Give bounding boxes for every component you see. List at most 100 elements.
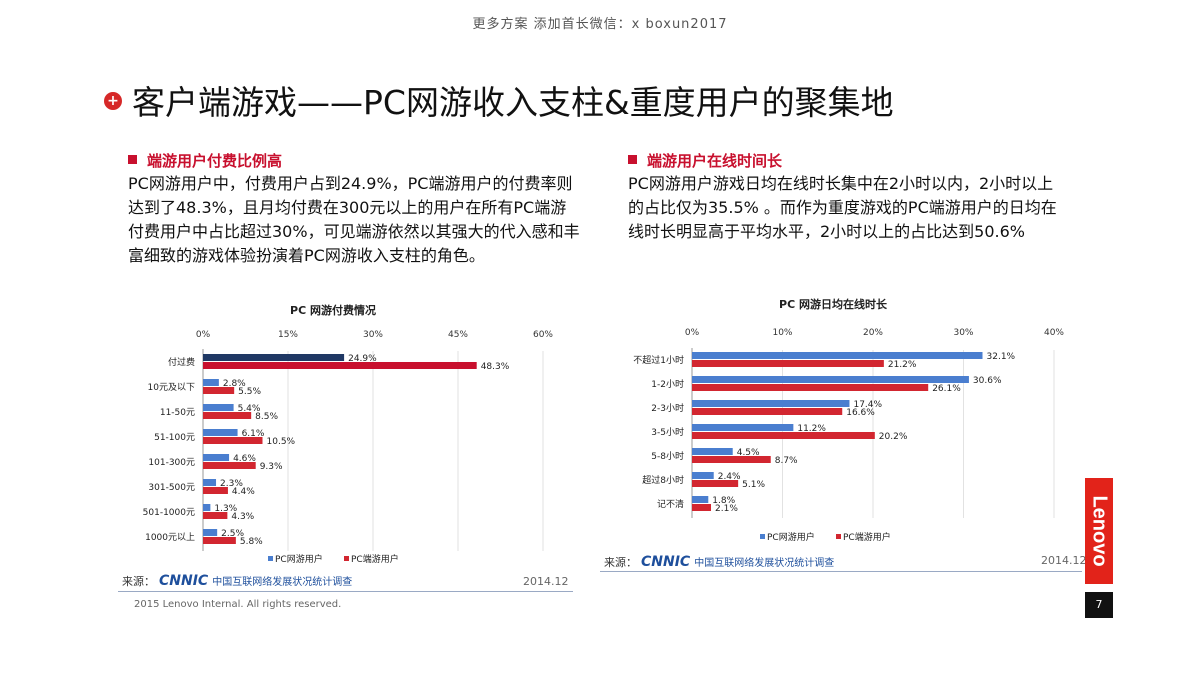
bar-pc-online (203, 454, 230, 461)
square-bullet-icon (128, 155, 137, 164)
data-label: 17.4% (853, 400, 882, 410)
data-label: 5.8% (240, 537, 263, 547)
legend-swatch (760, 534, 765, 539)
x-tick-label: 45% (448, 330, 468, 340)
bar-pc-client (692, 384, 929, 391)
legend-swatch (836, 534, 841, 539)
data-label: 4.5% (737, 448, 760, 458)
bar-pc-client (203, 387, 235, 394)
data-label: 24.9% (348, 354, 377, 364)
data-label: 32.1% (987, 352, 1016, 362)
data-label: 1.8% (712, 496, 735, 506)
page-number: 7 (1085, 592, 1113, 618)
bar-pc-client (692, 480, 739, 487)
x-tick-label: 60% (533, 330, 553, 340)
x-tick-label: 30% (363, 330, 383, 340)
legend-label: PC网游用户 (767, 531, 815, 543)
bar-pc-online (692, 448, 733, 455)
bar-pc-online (692, 376, 969, 383)
legend-label: PC网游用户 (275, 553, 323, 565)
category-label: 不超过1小时 (633, 354, 684, 366)
bar-pc-online (692, 352, 983, 359)
data-label: 4.4% (232, 487, 255, 497)
data-label: 5.5% (238, 387, 261, 397)
left-source-divider (118, 591, 573, 592)
data-label: 5.4% (238, 404, 261, 414)
x-tick-label: 0% (685, 328, 700, 338)
data-label: 11.2% (797, 424, 826, 434)
category-label: 付过费 (168, 356, 195, 368)
right-paragraph: PC网游用户游戏日均在线时长集中在2小时以内，2小时以上的占比仅为35.5% 。… (628, 174, 1057, 241)
data-label: 26.1% (932, 384, 961, 394)
data-label: 2.8% (223, 379, 246, 389)
cnnic-logo: CNNIC (159, 573, 209, 589)
data-label: 16.6% (846, 408, 875, 418)
data-label: 1.3% (214, 504, 237, 514)
data-label: 9.3% (260, 462, 283, 472)
data-label: 21.2% (888, 360, 917, 370)
data-label: 2.1% (715, 504, 738, 514)
bar-pc-online (203, 404, 234, 411)
left-source-date: 2014.12 (523, 575, 569, 588)
bar-pc-client (203, 412, 252, 419)
legend-label: PC端游用户 (843, 531, 891, 543)
category-label: 超过8小时 (642, 474, 684, 486)
category-label: 5-8小时 (651, 450, 684, 462)
data-label: 30.6% (973, 376, 1002, 386)
data-label: 10.5% (267, 437, 296, 447)
x-tick-label: 40% (1044, 328, 1064, 338)
category-label: 记不清 (657, 498, 684, 510)
data-label: 48.3% (481, 362, 510, 372)
category-label: 1000元以上 (145, 532, 195, 543)
x-tick-label: 15% (278, 330, 298, 340)
source-label: 来源： (604, 556, 637, 569)
brand-text: Lenovo (1088, 495, 1111, 567)
left-source: 来源： CNNIC 中国互联网络发展状况统计调查 (122, 573, 352, 589)
data-label: 2.5% (221, 529, 244, 539)
left-heading-text: 端游用户付费比例高 (147, 152, 283, 170)
bar-pc-client (692, 432, 875, 439)
category-label: 1-2小时 (651, 378, 684, 390)
bar-pc-online (692, 496, 709, 503)
chart-title: PC 网游付费情况 (290, 303, 376, 317)
bar-pc-online (203, 479, 217, 486)
category-label: 101-300元 (148, 458, 195, 468)
data-label: 2.4% (718, 472, 741, 482)
x-tick-label: 30% (953, 328, 973, 338)
legend-swatch (344, 556, 349, 561)
bar-pc-online (692, 400, 850, 407)
bar-pc-client (203, 487, 228, 494)
square-bullet-icon (628, 155, 637, 164)
category-label: 2-3小时 (651, 402, 684, 414)
chart-title: PC 网游日均在线时长 (779, 297, 888, 311)
category-label: 11-50元 (160, 408, 195, 418)
right-source-date: 2014.12 (1041, 554, 1087, 567)
right-section-heading: 端游用户在线时间长 (628, 150, 782, 171)
top-note: 更多方案 添加首长微信：x boxun2017 (472, 17, 728, 32)
data-label: 2.3% (220, 479, 243, 489)
source-label: 来源： (122, 575, 155, 588)
bar-pc-client (203, 462, 256, 469)
category-label: 301-500元 (148, 483, 195, 493)
legend-label: PC端游用户 (351, 553, 399, 565)
right-source: 来源： CNNIC 中国互联网络发展状况统计调查 (604, 554, 834, 570)
bar-pc-client (692, 504, 712, 511)
category-label: 3-5小时 (651, 426, 684, 438)
slide (92, 48, 1115, 628)
data-label: 8.7% (775, 456, 798, 466)
bar-pc-online (203, 504, 211, 511)
bar-pc-online (692, 424, 794, 431)
copyright: 2015 Lenovo Internal. All rights reserve… (134, 599, 342, 610)
category-label: 51-100元 (154, 433, 195, 443)
legend-swatch (268, 556, 273, 561)
bar-pc-client (692, 456, 771, 463)
source-org: 中国互联网络发展状况统计调查 (694, 558, 835, 569)
bar-pc-client (692, 408, 843, 415)
x-tick-label: 0% (196, 330, 211, 340)
data-label: 4.6% (233, 454, 256, 464)
data-label: 6.1% (242, 429, 265, 439)
bar-pc-client (203, 437, 263, 444)
lenovo-logo: Lenovo (1085, 478, 1113, 584)
right-source-divider (600, 571, 1082, 572)
right-heading-text: 端游用户在线时间长 (647, 152, 783, 170)
